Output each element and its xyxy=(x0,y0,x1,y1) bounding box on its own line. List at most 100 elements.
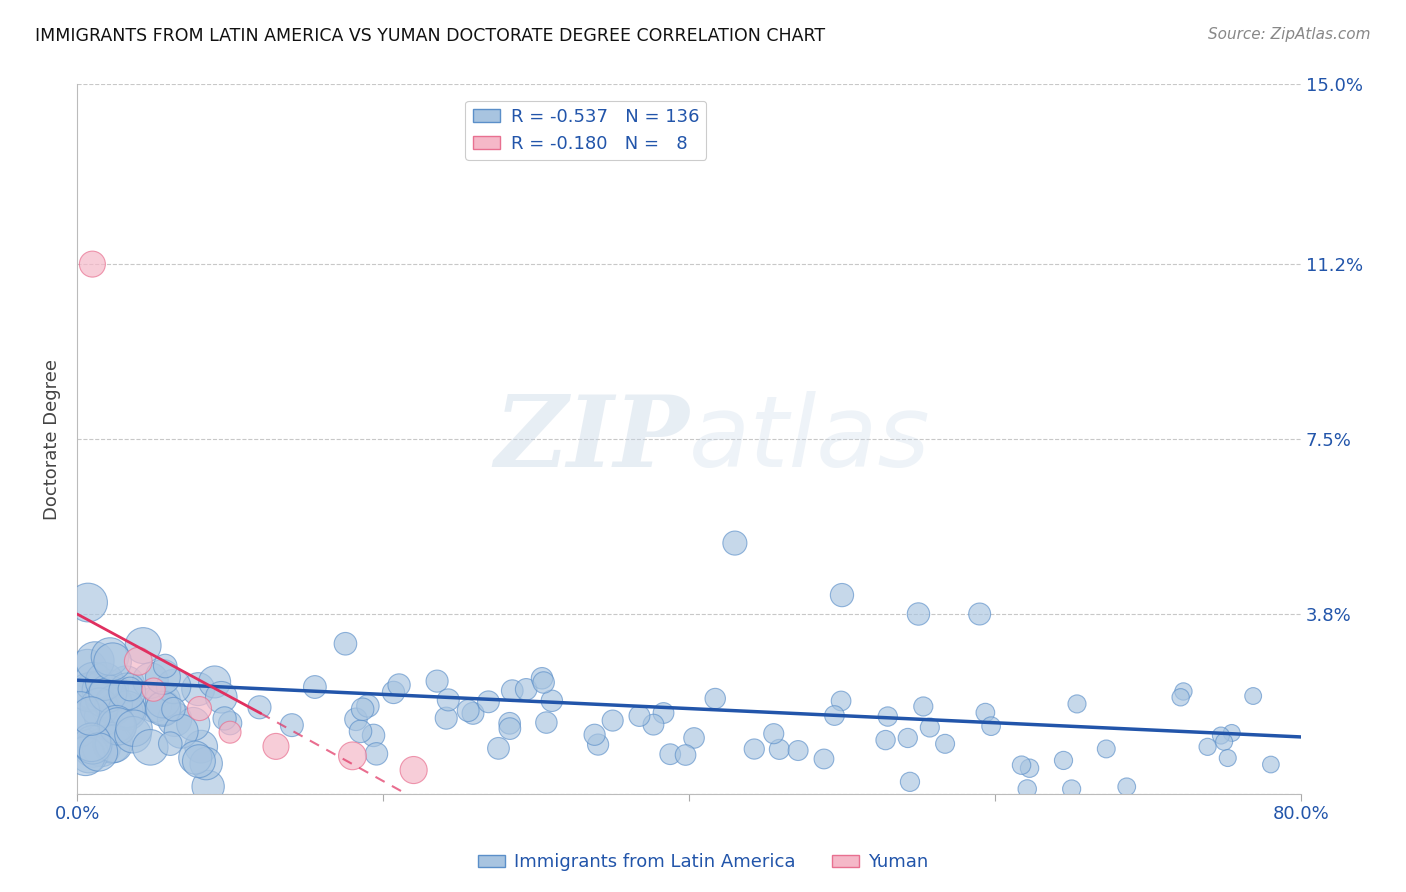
Point xyxy=(249,700,271,714)
Point xyxy=(195,756,218,771)
Point xyxy=(139,740,162,755)
Point xyxy=(187,682,209,697)
Point xyxy=(115,702,138,716)
Point xyxy=(143,698,166,712)
Point xyxy=(704,691,727,706)
Point xyxy=(488,741,510,756)
Point xyxy=(437,693,460,707)
Point xyxy=(335,637,357,651)
Point xyxy=(643,717,665,731)
Point xyxy=(152,700,174,714)
Point xyxy=(675,747,697,762)
Point xyxy=(934,737,956,751)
Point xyxy=(163,712,186,726)
Point xyxy=(98,649,121,664)
Point xyxy=(1011,758,1033,772)
Point xyxy=(1213,735,1236,749)
Point xyxy=(170,724,193,739)
Point xyxy=(127,654,149,668)
Point xyxy=(918,721,941,735)
Point xyxy=(77,685,100,699)
Point xyxy=(93,674,115,689)
Point xyxy=(659,747,682,762)
Point xyxy=(122,728,145,742)
Point xyxy=(219,725,242,739)
Point xyxy=(583,728,606,742)
Point xyxy=(152,702,174,716)
Point xyxy=(875,733,897,747)
Point xyxy=(163,680,186,694)
Point xyxy=(724,536,747,550)
Point xyxy=(82,674,104,689)
Point xyxy=(184,750,207,764)
Text: ZIP: ZIP xyxy=(494,391,689,487)
Point xyxy=(214,711,236,725)
Point xyxy=(122,721,145,735)
Point xyxy=(101,655,124,669)
Point xyxy=(1170,690,1192,705)
Point xyxy=(824,708,846,723)
Text: Source: ZipAtlas.com: Source: ZipAtlas.com xyxy=(1208,27,1371,42)
Point xyxy=(602,714,624,728)
Point xyxy=(457,704,479,718)
Point xyxy=(382,685,405,699)
Point xyxy=(204,675,226,690)
Point xyxy=(90,683,112,698)
Point xyxy=(142,682,165,697)
Point xyxy=(768,742,790,756)
Point xyxy=(115,677,138,691)
Y-axis label: Doctorate Degree: Doctorate Degree xyxy=(44,359,60,519)
Point xyxy=(69,704,91,718)
Point xyxy=(139,673,162,688)
Point xyxy=(876,709,898,723)
Point xyxy=(103,737,125,751)
Point xyxy=(1173,684,1195,698)
Point xyxy=(742,742,765,756)
Point xyxy=(82,738,104,752)
Point xyxy=(97,686,120,700)
Point xyxy=(187,754,209,768)
Point xyxy=(342,748,364,763)
Point xyxy=(100,737,122,751)
Point xyxy=(515,682,537,697)
Point xyxy=(188,701,211,715)
Point xyxy=(363,728,385,742)
Legend: R = -0.537   N = 136, R = -0.180   N =   8: R = -0.537 N = 136, R = -0.180 N = 8 xyxy=(465,101,706,160)
Point xyxy=(366,747,388,761)
Point xyxy=(1216,751,1239,765)
Point xyxy=(969,607,991,621)
Point xyxy=(77,747,100,761)
Point xyxy=(115,684,138,698)
Point xyxy=(103,697,125,711)
Point xyxy=(344,712,367,726)
Point xyxy=(349,724,371,739)
Point xyxy=(897,731,920,745)
Point xyxy=(426,674,449,689)
Point xyxy=(132,639,155,653)
Point xyxy=(93,710,115,724)
Point xyxy=(82,741,104,756)
Point xyxy=(1018,761,1040,775)
Point xyxy=(1209,729,1232,743)
Point xyxy=(683,731,706,745)
Point xyxy=(1260,757,1282,772)
Point xyxy=(652,706,675,720)
Point xyxy=(388,678,411,692)
Point xyxy=(501,683,523,698)
Point xyxy=(352,702,374,716)
Point xyxy=(477,695,499,709)
Point xyxy=(1066,697,1088,711)
Point xyxy=(830,694,852,708)
Point xyxy=(77,595,100,609)
Point xyxy=(540,694,562,708)
Point xyxy=(912,699,935,714)
Point xyxy=(152,693,174,707)
Point xyxy=(80,735,103,749)
Point xyxy=(83,654,105,668)
Point xyxy=(87,745,110,759)
Point xyxy=(499,722,522,736)
Point xyxy=(118,681,141,696)
Point xyxy=(90,740,112,755)
Point xyxy=(831,588,853,602)
Point xyxy=(533,675,555,690)
